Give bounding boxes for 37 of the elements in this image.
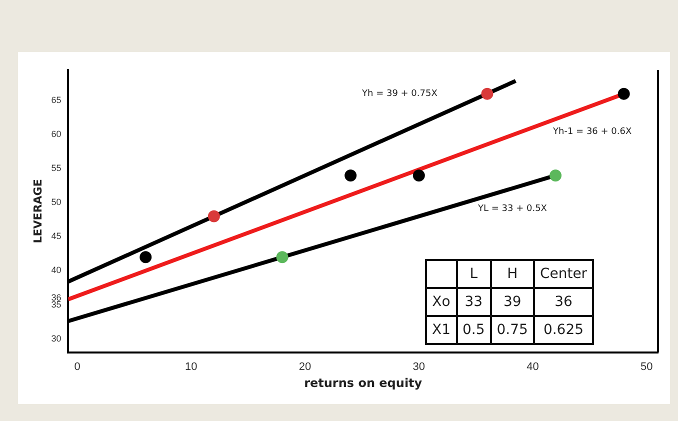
y-tick-label: 45: [51, 231, 62, 242]
annotation: Yh = 39 + 0.75X: [362, 89, 438, 99]
y-axis-title: LEVERAGE: [31, 179, 44, 244]
annotation: X1: [426, 316, 456, 344]
point: [208, 210, 220, 222]
x-tick-label: 40: [526, 361, 539, 374]
annotation: 0.5: [456, 316, 491, 344]
point: [276, 251, 288, 264]
y-tick-label: 50: [51, 197, 62, 208]
x-tick-label: 30: [412, 361, 426, 374]
annotation: 36: [534, 288, 594, 316]
point: [344, 169, 357, 182]
point: [618, 88, 630, 100]
annotation: L: [456, 260, 491, 288]
point: [481, 88, 494, 100]
x-tick-label: 50: [640, 361, 653, 374]
annotation: 0.625: [534, 316, 594, 344]
annotation: 39: [490, 288, 534, 316]
annotation: Xo: [426, 288, 456, 316]
y-tick-label: 55: [51, 163, 62, 174]
y-tick-label: 60: [51, 129, 62, 140]
x-tick-label: 10: [185, 361, 198, 374]
y-tick-label: 65: [51, 95, 62, 106]
annotation: H: [490, 260, 534, 288]
point: [412, 169, 425, 182]
point: [140, 251, 152, 264]
annotation: Yh-1 = 36 + 0.6X: [553, 127, 632, 137]
point: [550, 169, 562, 182]
annotation: Center: [534, 260, 594, 288]
annotation: 0.75: [490, 316, 534, 344]
annotation: YL = 33 + 0.5X: [478, 204, 547, 214]
y-tick-label: 40: [51, 265, 62, 276]
x-axis-title: returns on equity: [304, 376, 422, 390]
y-tick-label: 30: [51, 333, 62, 344]
annotation: 33: [456, 288, 491, 316]
x-tick-label: 0: [74, 361, 80, 374]
x-tick-label: 20: [298, 361, 312, 374]
